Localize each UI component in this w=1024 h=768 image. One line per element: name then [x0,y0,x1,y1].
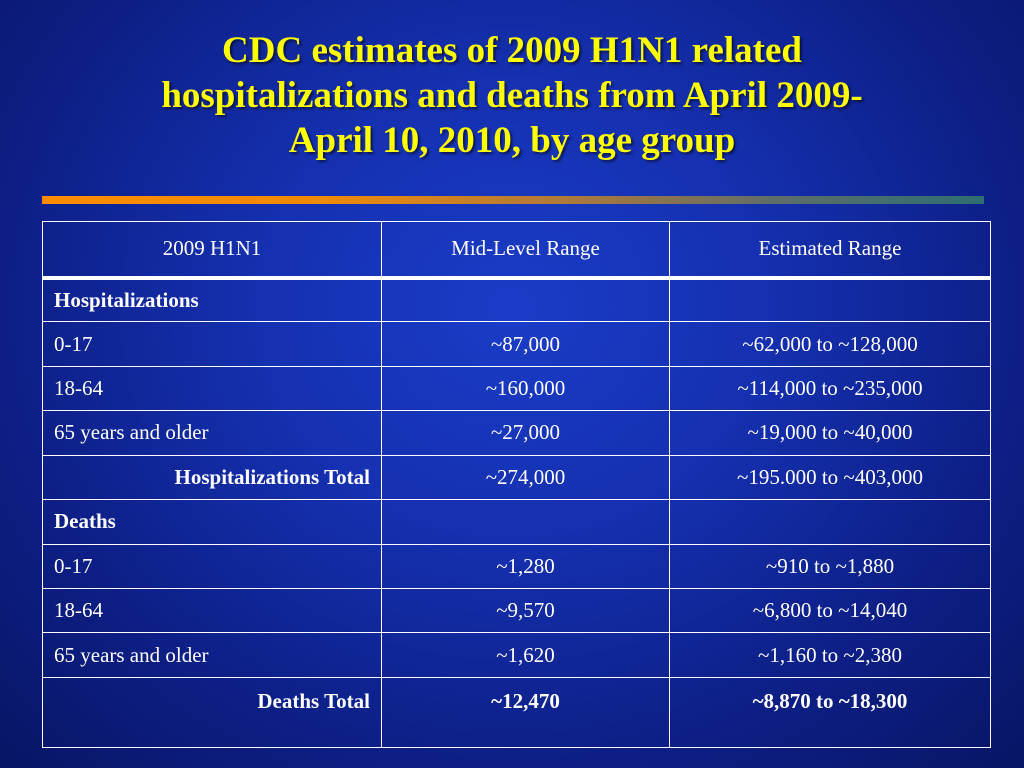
estimated-range-cell: ~910 to ~1,880 [669,543,991,589]
table-header-row: 2009 H1N1 Mid-Level Range Estimated Rang… [42,221,991,280]
mid-level-cell: ~1,280 [381,543,670,589]
estimated-range-cell: ~195.000 to ~403,000 [669,454,991,501]
mid-level-cell: ~9,570 [381,587,670,634]
mid-level-cell: ~12,470 [381,676,670,749]
table-row: 0-17 ~87,000 ~62,000 to ~128,000 [42,321,991,367]
mid-level-cell [381,499,670,545]
estimated-range-cell: ~1,160 to ~2,380 [669,632,991,678]
estimated-range-cell: ~8,870 to ~18,300 [669,676,991,749]
row-label: 65 years and older [42,632,382,678]
header-category: 2009 H1N1 [42,221,382,280]
section-row-deaths: Deaths [42,499,991,545]
mid-level-cell: ~274,000 [381,454,670,501]
row-label: 65 years and older [42,410,382,456]
mid-level-cell: ~87,000 [381,321,670,367]
header-estimated-range: Estimated Range [669,221,991,280]
table-row: 18-64 ~9,570 ~6,800 to ~14,040 [42,587,991,634]
estimated-range-cell: ~19,000 to ~40,000 [669,410,991,456]
title-divider [42,196,984,204]
mid-level-cell: ~160,000 [381,365,670,412]
header-mid-level-range: Mid-Level Range [381,221,670,280]
table-row: 0-17 ~1,280 ~910 to ~1,880 [42,543,991,589]
mid-level-cell: ~1,620 [381,632,670,678]
row-label: Hospitalizations Total [42,454,382,501]
row-label: 18-64 [42,587,382,634]
row-label: 18-64 [42,365,382,412]
title-line-2: hospitalizations and deaths from April 2… [161,75,863,116]
section-row-hospitalizations: Hospitalizations [42,276,991,323]
estimated-range-cell: ~6,800 to ~14,040 [669,587,991,634]
total-row-deaths: Deaths Total ~12,470 ~8,870 to ~18,300 [42,676,991,749]
title-line-3: April 10, 2010, by age group [288,120,736,161]
row-label: 0-17 [42,543,382,589]
table-row: 65 years and older ~1,620 ~1,160 to ~2,3… [42,632,991,678]
table-row: 18-64 ~160,000 ~114,000 to ~235,000 [42,365,991,412]
row-label: Deaths Total [42,676,382,749]
estimated-range-cell: ~62,000 to ~128,000 [669,321,991,367]
row-label: 0-17 [42,321,382,367]
row-label: Deaths [42,499,382,545]
h1n1-estimates-table: 2009 H1N1 Mid-Level Range Estimated Rang… [42,221,991,749]
estimated-range-cell [669,276,991,323]
total-row-hospitalizations: Hospitalizations Total ~274,000 ~195.000… [42,454,991,501]
mid-level-cell: ~27,000 [381,410,670,456]
mid-level-cell [381,276,670,323]
row-label: Hospitalizations [42,276,382,323]
slide-title: CDC estimates of 2009 H1N1 related hospi… [20,28,1004,163]
estimated-range-cell: ~114,000 to ~235,000 [669,365,991,412]
table-row: 65 years and older ~27,000 ~19,000 to ~4… [42,410,991,456]
estimated-range-cell [669,499,991,545]
title-line-1: CDC estimates of 2009 H1N1 related [222,30,802,71]
